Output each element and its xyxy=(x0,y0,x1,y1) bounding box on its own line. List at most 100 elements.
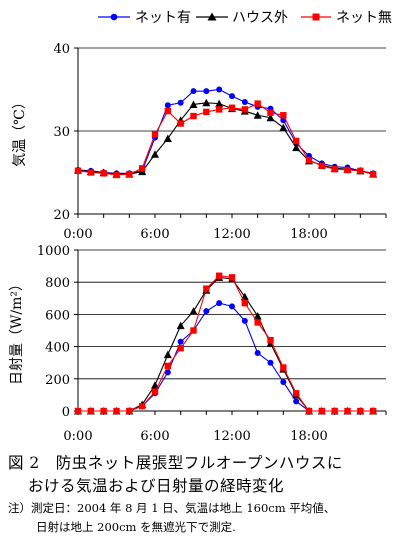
data-point-net_with xyxy=(293,398,300,405)
legend-item-net-without: ネット無 xyxy=(301,10,392,26)
data-point-net_without xyxy=(190,327,197,334)
series-net_without xyxy=(74,100,377,179)
data-point-net_without xyxy=(292,390,300,397)
y-tick-label: 0 xyxy=(62,405,70,420)
data-point-net_without xyxy=(305,156,313,164)
data-point-net_without xyxy=(280,112,287,119)
figure-number: 図 2 xyxy=(8,454,40,472)
data-point-net_without xyxy=(228,104,236,111)
data-point-outside xyxy=(253,312,262,320)
data-point-outside xyxy=(189,307,198,315)
caption-note-line-1: 注）測定日：2004 年 8 月 1 日、気温は地上 160cm 平均値、 xyxy=(8,501,336,515)
y-tick-label: 30 xyxy=(53,125,70,140)
y-tick-label: 1000 xyxy=(37,244,70,259)
series-line-net_with xyxy=(77,88,374,174)
y-tick-label: 800 xyxy=(45,276,70,291)
data-point-net_without xyxy=(369,170,377,178)
data-point-net_without xyxy=(151,131,159,138)
data-point-net_without xyxy=(215,272,223,279)
data-point-net_without xyxy=(228,274,236,281)
data-point-net_without xyxy=(318,162,326,170)
data-point-net_without xyxy=(113,171,120,179)
data-point-net_without xyxy=(113,407,120,415)
data-point-net_with xyxy=(229,303,235,310)
caption-title-line-2: おける気温および日射量の経時変化 xyxy=(28,477,285,495)
data-point-net_without xyxy=(215,106,223,113)
data-point-net_without xyxy=(254,100,261,107)
y-tick-label: 20 xyxy=(53,208,70,223)
data-point-net_without xyxy=(369,407,377,415)
legend-label-net-without: ネット無 xyxy=(336,10,392,26)
data-point-net_without xyxy=(331,407,338,415)
data-point-net_with xyxy=(216,86,223,93)
temperature-chart: 気温（℃） 20 30 40 0:00 6:00 12:00 18:00 xyxy=(12,42,387,242)
temperature-y-axis-label: 気温（℃） xyxy=(12,95,28,167)
series-net_with xyxy=(75,86,377,177)
data-point-outside xyxy=(163,350,172,359)
data-point-net_without xyxy=(138,402,146,410)
radiation-y-axis-label: 日射量（W/m²） xyxy=(9,277,25,385)
data-point-outside xyxy=(215,99,224,108)
data-point-net_without xyxy=(177,120,184,127)
data-point-net_with xyxy=(216,300,223,307)
legend-item-net-with: ネット有 xyxy=(98,10,191,26)
data-point-outside xyxy=(253,111,262,119)
caption-note-line-2: 日射は地上 200cm を無遮光下で測定. xyxy=(36,520,236,534)
data-point-net_without xyxy=(267,109,274,116)
x-tick-label: 18:00 xyxy=(290,227,327,242)
x-tick-label: 0:00 xyxy=(63,227,92,242)
data-point-net_without xyxy=(164,107,172,115)
data-point-net_without xyxy=(190,112,197,120)
series-outside xyxy=(74,273,378,415)
data-point-net_without xyxy=(241,299,249,307)
data-point-net_without xyxy=(138,165,146,172)
series-line-outside xyxy=(78,276,374,412)
data-point-net_without xyxy=(254,319,261,326)
x-tick-label: 18:00 xyxy=(290,429,327,440)
data-point-net_with xyxy=(241,317,248,324)
data-point-outside xyxy=(189,100,198,108)
data-point-net_without xyxy=(280,364,287,371)
legend-label-outside: ハウス外 xyxy=(232,10,288,26)
data-point-net_without xyxy=(87,407,95,415)
x-tick-label: 6:00 xyxy=(140,227,169,242)
data-point-outside xyxy=(279,123,288,132)
series-line-net_without xyxy=(78,275,374,412)
figure-caption-note: 注）測定日：2004 年 8 月 1 日、気温は地上 160cm 平均値、 日射… xyxy=(8,499,400,537)
data-point-outside xyxy=(266,113,275,122)
data-point-net_without xyxy=(126,170,133,178)
x-tick-label: 6:00 xyxy=(140,429,169,440)
data-point-net_without xyxy=(344,166,351,174)
data-point-net_without xyxy=(100,407,107,415)
radiation-chart: 日射量（W/m²） 0 200 400 600 800 1000 0:00 6:00 12:00… xyxy=(9,244,387,440)
data-point-net_without xyxy=(151,388,159,395)
data-point-net_with xyxy=(280,379,287,386)
data-point-net_without xyxy=(203,285,210,292)
y-tick-label: 600 xyxy=(45,308,70,323)
data-point-net_with xyxy=(203,308,210,315)
series-line-outside xyxy=(77,102,374,175)
data-point-net_with xyxy=(229,93,235,100)
data-point-net_with xyxy=(177,99,184,106)
data-point-outside xyxy=(292,143,301,152)
data-point-net_with xyxy=(164,102,171,109)
data-point-outside xyxy=(163,134,172,142)
y-tick-label: 200 xyxy=(45,373,70,388)
data-point-net_without xyxy=(331,165,338,173)
data-point-outside xyxy=(176,321,185,330)
data-point-outside xyxy=(202,98,211,107)
x-tick-label: 0:00 xyxy=(63,429,92,440)
series-line-net_without xyxy=(77,102,374,176)
data-point-net_without xyxy=(267,336,274,344)
data-point-net_without xyxy=(203,108,210,116)
data-point-net_without xyxy=(357,167,364,175)
data-point-net_without xyxy=(74,407,82,415)
data-point-net_with xyxy=(203,88,210,95)
figure-caption-title: 図 2 防虫ネット展張型フルオープンハウスに おける気温および日射量の経時変化 xyxy=(8,452,400,498)
legend-item-outside: ハウス外 xyxy=(196,10,288,26)
data-point-net_with xyxy=(241,98,248,105)
data-point-net_with xyxy=(177,338,184,345)
data-point-net_with xyxy=(164,369,171,376)
data-point-net_without xyxy=(100,170,107,177)
data-point-net_without xyxy=(241,106,249,113)
